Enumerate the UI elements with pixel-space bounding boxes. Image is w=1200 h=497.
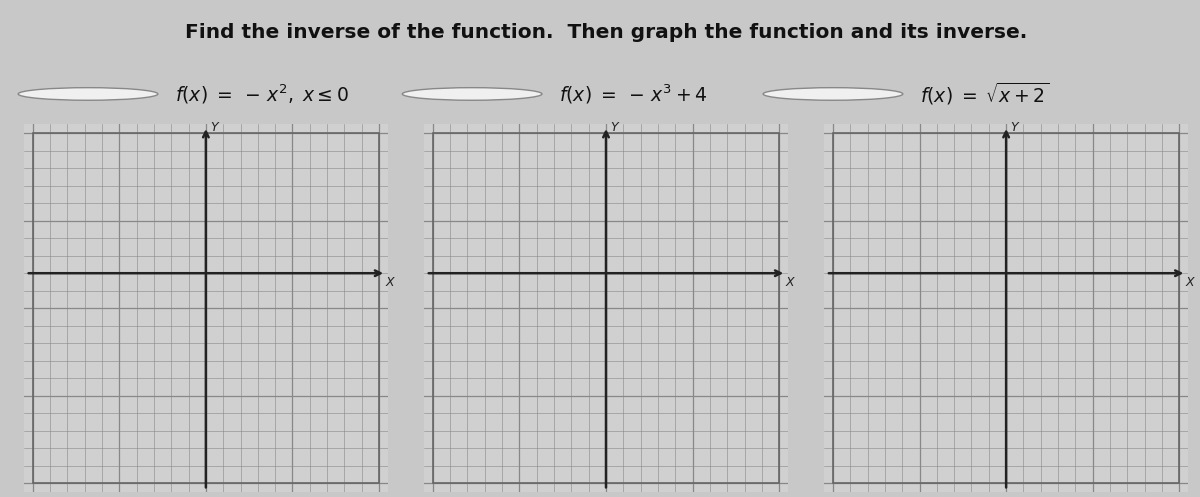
Text: $f(x)\;=\;\sqrt{x+2}$: $f(x)\;=\;\sqrt{x+2}$	[920, 81, 1050, 107]
Text: $f(x)\;=\;-\,x^{2},\;x \leq 0$: $f(x)\;=\;-\,x^{2},\;x \leq 0$	[175, 82, 349, 106]
Text: X: X	[385, 276, 394, 289]
Text: $f(x)\;=\;-\,x^{3}+4$: $f(x)\;=\;-\,x^{3}+4$	[559, 82, 708, 106]
Text: Y: Y	[611, 121, 618, 134]
Circle shape	[402, 87, 542, 100]
Circle shape	[763, 87, 902, 100]
Text: X: X	[785, 276, 794, 289]
Text: X: X	[1186, 276, 1194, 289]
Text: Y: Y	[1010, 121, 1018, 134]
Text: Find the inverse of the function.  Then graph the function and its inverse.: Find the inverse of the function. Then g…	[185, 22, 1027, 42]
Text: Y: Y	[210, 121, 218, 134]
Circle shape	[18, 87, 158, 100]
